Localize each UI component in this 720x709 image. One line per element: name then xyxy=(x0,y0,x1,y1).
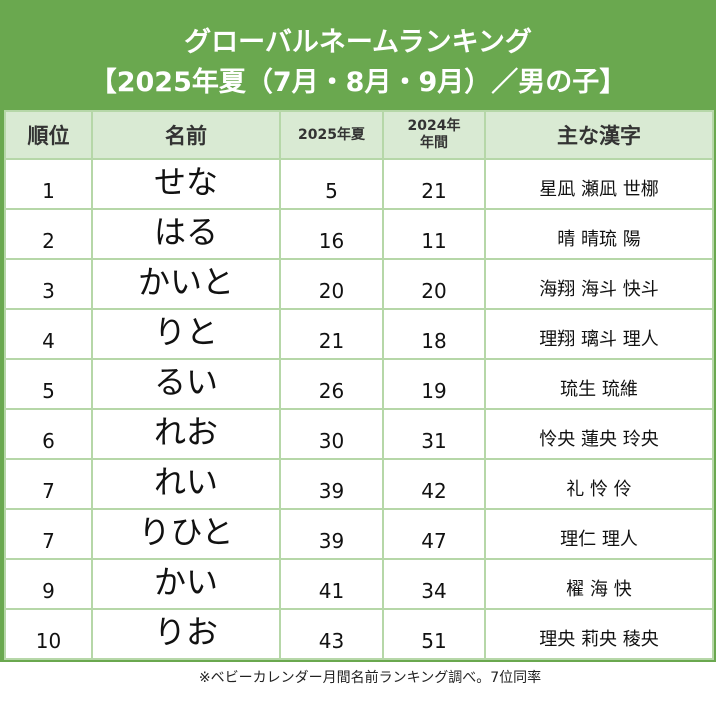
rank-cell: 2 xyxy=(42,229,55,253)
name-cell: はる xyxy=(153,213,218,251)
header-2025-summer: 2025年夏 xyxy=(279,110,384,160)
table-row: 7 れい 39 42 礼 怜 伶 xyxy=(4,458,714,510)
summer-2025-cell: 41 xyxy=(318,579,345,603)
table-row: 7 りひと 39 47 理仁 理人 xyxy=(4,508,714,560)
name-cell: りひと xyxy=(138,513,234,551)
kanji-cell: 礼 怜 伶 xyxy=(566,479,632,500)
summer-2025-cell: 21 xyxy=(318,329,345,353)
table-row: 5 るい 26 19 琉生 琉維 xyxy=(4,358,714,410)
summer-2025-cell: 26 xyxy=(318,379,345,403)
summer-2025-cell: 43 xyxy=(318,629,345,653)
kanji-cell: 琉生 琉維 xyxy=(560,379,638,400)
kanji-cell: 怜央 蓮央 玲央 xyxy=(539,429,659,450)
rank-cell: 7 xyxy=(42,479,55,503)
header-2024-line1: 2024年 xyxy=(407,118,461,134)
table-row: 9 かい 41 34 櫂 海 快 xyxy=(4,558,714,610)
annual-2024-cell: 31 xyxy=(421,429,447,453)
annual-2024-cell: 20 xyxy=(421,279,447,303)
rank-cell: 4 xyxy=(42,329,55,353)
kanji-cell: 櫂 海 快 xyxy=(566,579,632,600)
header-2024-annual: 2024年 年間 xyxy=(382,110,486,160)
rank-cell: 3 xyxy=(42,279,55,303)
rank-cell: 1 xyxy=(42,179,55,203)
name-cell: れお xyxy=(153,413,218,451)
name-cell: るい xyxy=(153,363,218,401)
annual-2024-cell: 47 xyxy=(421,529,447,553)
rank-cell: 10 xyxy=(35,629,62,653)
source-footnote: ※ベビーカレンダー月間名前ランキング調べ。7位同率 xyxy=(198,670,542,686)
summer-2025-cell: 30 xyxy=(318,429,345,453)
header-2024-line2: 年間 xyxy=(420,135,448,151)
name-cell: りと xyxy=(153,313,218,351)
kanji-cell: 晴 晴琉 陽 xyxy=(557,229,641,250)
annual-2024-cell: 42 xyxy=(421,479,447,503)
annual-2024-cell: 19 xyxy=(421,379,447,403)
header-name: 名前 xyxy=(91,110,281,160)
rank-cell: 6 xyxy=(42,429,55,453)
name-cell: かい xyxy=(153,563,218,601)
header-rank: 順位 xyxy=(4,110,93,160)
annual-2024-cell: 51 xyxy=(421,629,447,653)
table-row: 4 りと 21 18 理翔 璃斗 理人 xyxy=(4,308,714,360)
name-cell: れい xyxy=(153,463,218,501)
summer-2025-cell: 39 xyxy=(318,529,345,553)
table-row: 3 かいと 20 20 海翔 海斗 快斗 xyxy=(4,258,714,310)
title-banner: グローバルネームランキング 【2025年夏（7月・8月・9月）／男の子】 xyxy=(0,0,716,110)
title-main: グローバルネームランキング xyxy=(184,27,532,58)
annual-2024-cell: 11 xyxy=(421,229,447,253)
title-subtitle: 【2025年夏（7月・8月・9月）／男の子】 xyxy=(89,67,627,98)
table-frame xyxy=(0,0,716,662)
rank-cell: 7 xyxy=(42,529,55,553)
summer-2025-cell: 16 xyxy=(318,229,345,253)
annual-2024-cell: 34 xyxy=(421,579,447,603)
kanji-cell: 理仁 理人 xyxy=(560,529,638,550)
header-kanji: 主な漢字 xyxy=(484,110,714,160)
annual-2024-cell: 21 xyxy=(421,179,447,203)
kanji-cell: 理翔 璃斗 理人 xyxy=(539,329,659,350)
rank-cell: 5 xyxy=(42,379,55,403)
summer-2025-cell: 5 xyxy=(325,179,338,203)
summer-2025-cell: 20 xyxy=(318,279,345,303)
summer-2025-cell: 39 xyxy=(318,479,345,503)
name-cell: せな xyxy=(153,163,218,201)
kanji-cell: 海翔 海斗 快斗 xyxy=(539,279,659,300)
table-row: 10 りお 43 51 理央 莉央 稜央 xyxy=(4,608,714,660)
annual-2024-cell: 18 xyxy=(421,329,447,353)
table-row: 6 れお 30 31 怜央 蓮央 玲央 xyxy=(4,408,714,460)
rank-cell: 9 xyxy=(42,579,55,603)
name-cell: かいと xyxy=(137,263,234,301)
header-row: 順位 名前 2025年夏 2024年 年間 主な漢字 xyxy=(4,110,714,160)
kanji-cell: 理央 莉央 稜央 xyxy=(539,629,659,650)
ranking-table: 順位 名前 2025年夏 2024年 年間 主な漢字 1 せな 5 21 星凪 … xyxy=(4,110,714,660)
table-row: 1 せな 5 21 星凪 瀬凪 世梛 xyxy=(4,158,714,210)
table-row: 2 はる 16 11 晴 晴琉 陽 xyxy=(4,208,714,260)
name-cell: りお xyxy=(153,613,218,651)
kanji-cell: 星凪 瀬凪 世梛 xyxy=(539,179,659,200)
